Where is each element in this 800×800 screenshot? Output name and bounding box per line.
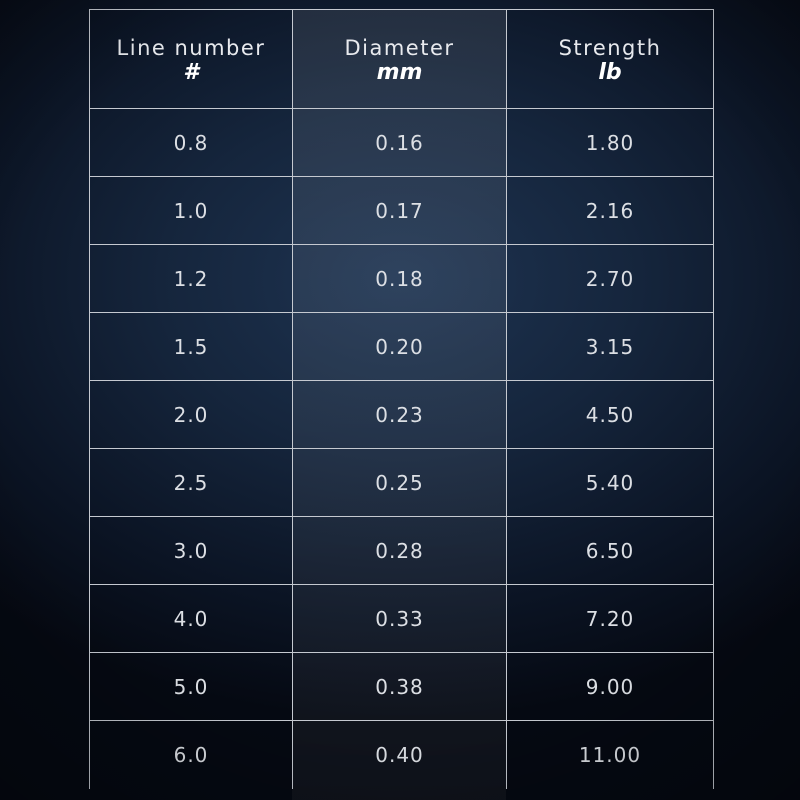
cell-line-number: 1.2 bbox=[89, 244, 293, 313]
table-row: 1.0 0.17 2.16 bbox=[89, 176, 714, 245]
table-row: 0.8 0.16 1.80 bbox=[89, 108, 714, 177]
table-row: 4.0 0.33 7.20 bbox=[89, 584, 714, 653]
cell-diameter: 0.16 bbox=[292, 108, 507, 177]
cell-line-number: 2.5 bbox=[89, 448, 293, 517]
table-row: 5.0 0.38 9.00 bbox=[89, 652, 714, 721]
cell-strength: 3.15 bbox=[506, 312, 714, 381]
header-unit: mm bbox=[376, 60, 423, 85]
cell-strength: 1.80 bbox=[506, 108, 714, 177]
cell-line-number: 2.0 bbox=[89, 380, 293, 449]
cell-diameter: 0.28 bbox=[292, 516, 507, 585]
cell-strength: 11.00 bbox=[506, 720, 714, 789]
cell-diameter: 0.23 bbox=[292, 380, 507, 449]
cell-line-number: 0.8 bbox=[89, 108, 293, 177]
cell-diameter: 0.17 bbox=[292, 176, 507, 245]
cell-diameter: 0.25 bbox=[292, 448, 507, 517]
cell-strength: 7.20 bbox=[506, 584, 714, 653]
header-strength: Strength lb bbox=[506, 9, 714, 109]
table-row: 1.5 0.20 3.15 bbox=[89, 312, 714, 381]
cell-strength: 2.16 bbox=[506, 176, 714, 245]
table-header-row: Line number # Diameter mm Strength lb bbox=[89, 9, 714, 109]
header-unit: # bbox=[183, 60, 199, 85]
table-row: 2.0 0.23 4.50 bbox=[89, 380, 714, 449]
header-unit: lb bbox=[598, 60, 622, 85]
line-spec-table: Line number # Diameter mm Strength lb 0.… bbox=[89, 9, 714, 789]
header-label: Strength bbox=[558, 36, 662, 60]
cell-strength: 2.70 bbox=[506, 244, 714, 313]
header-diameter: Diameter mm bbox=[292, 9, 507, 109]
cell-diameter: 0.38 bbox=[292, 652, 507, 721]
header-label: Line number bbox=[116, 36, 266, 60]
cell-diameter: 0.20 bbox=[292, 312, 507, 381]
header-label: Diameter bbox=[344, 36, 455, 60]
cell-line-number: 3.0 bbox=[89, 516, 293, 585]
cell-line-number: 1.5 bbox=[89, 312, 293, 381]
table-row: 6.0 0.40 11.00 bbox=[89, 720, 714, 789]
table-row: 1.2 0.18 2.70 bbox=[89, 244, 714, 313]
cell-line-number: 6.0 bbox=[89, 720, 293, 789]
cell-strength: 6.50 bbox=[506, 516, 714, 585]
cell-diameter: 0.18 bbox=[292, 244, 507, 313]
header-line-number: Line number # bbox=[89, 9, 293, 109]
table-row: 2.5 0.25 5.40 bbox=[89, 448, 714, 517]
cell-line-number: 5.0 bbox=[89, 652, 293, 721]
cell-diameter: 0.40 bbox=[292, 720, 507, 789]
cell-strength: 9.00 bbox=[506, 652, 714, 721]
table-row: 3.0 0.28 6.50 bbox=[89, 516, 714, 585]
cell-strength: 5.40 bbox=[506, 448, 714, 517]
cell-strength: 4.50 bbox=[506, 380, 714, 449]
cell-diameter: 0.33 bbox=[292, 584, 507, 653]
cell-line-number: 1.0 bbox=[89, 176, 293, 245]
cell-line-number: 4.0 bbox=[89, 584, 293, 653]
